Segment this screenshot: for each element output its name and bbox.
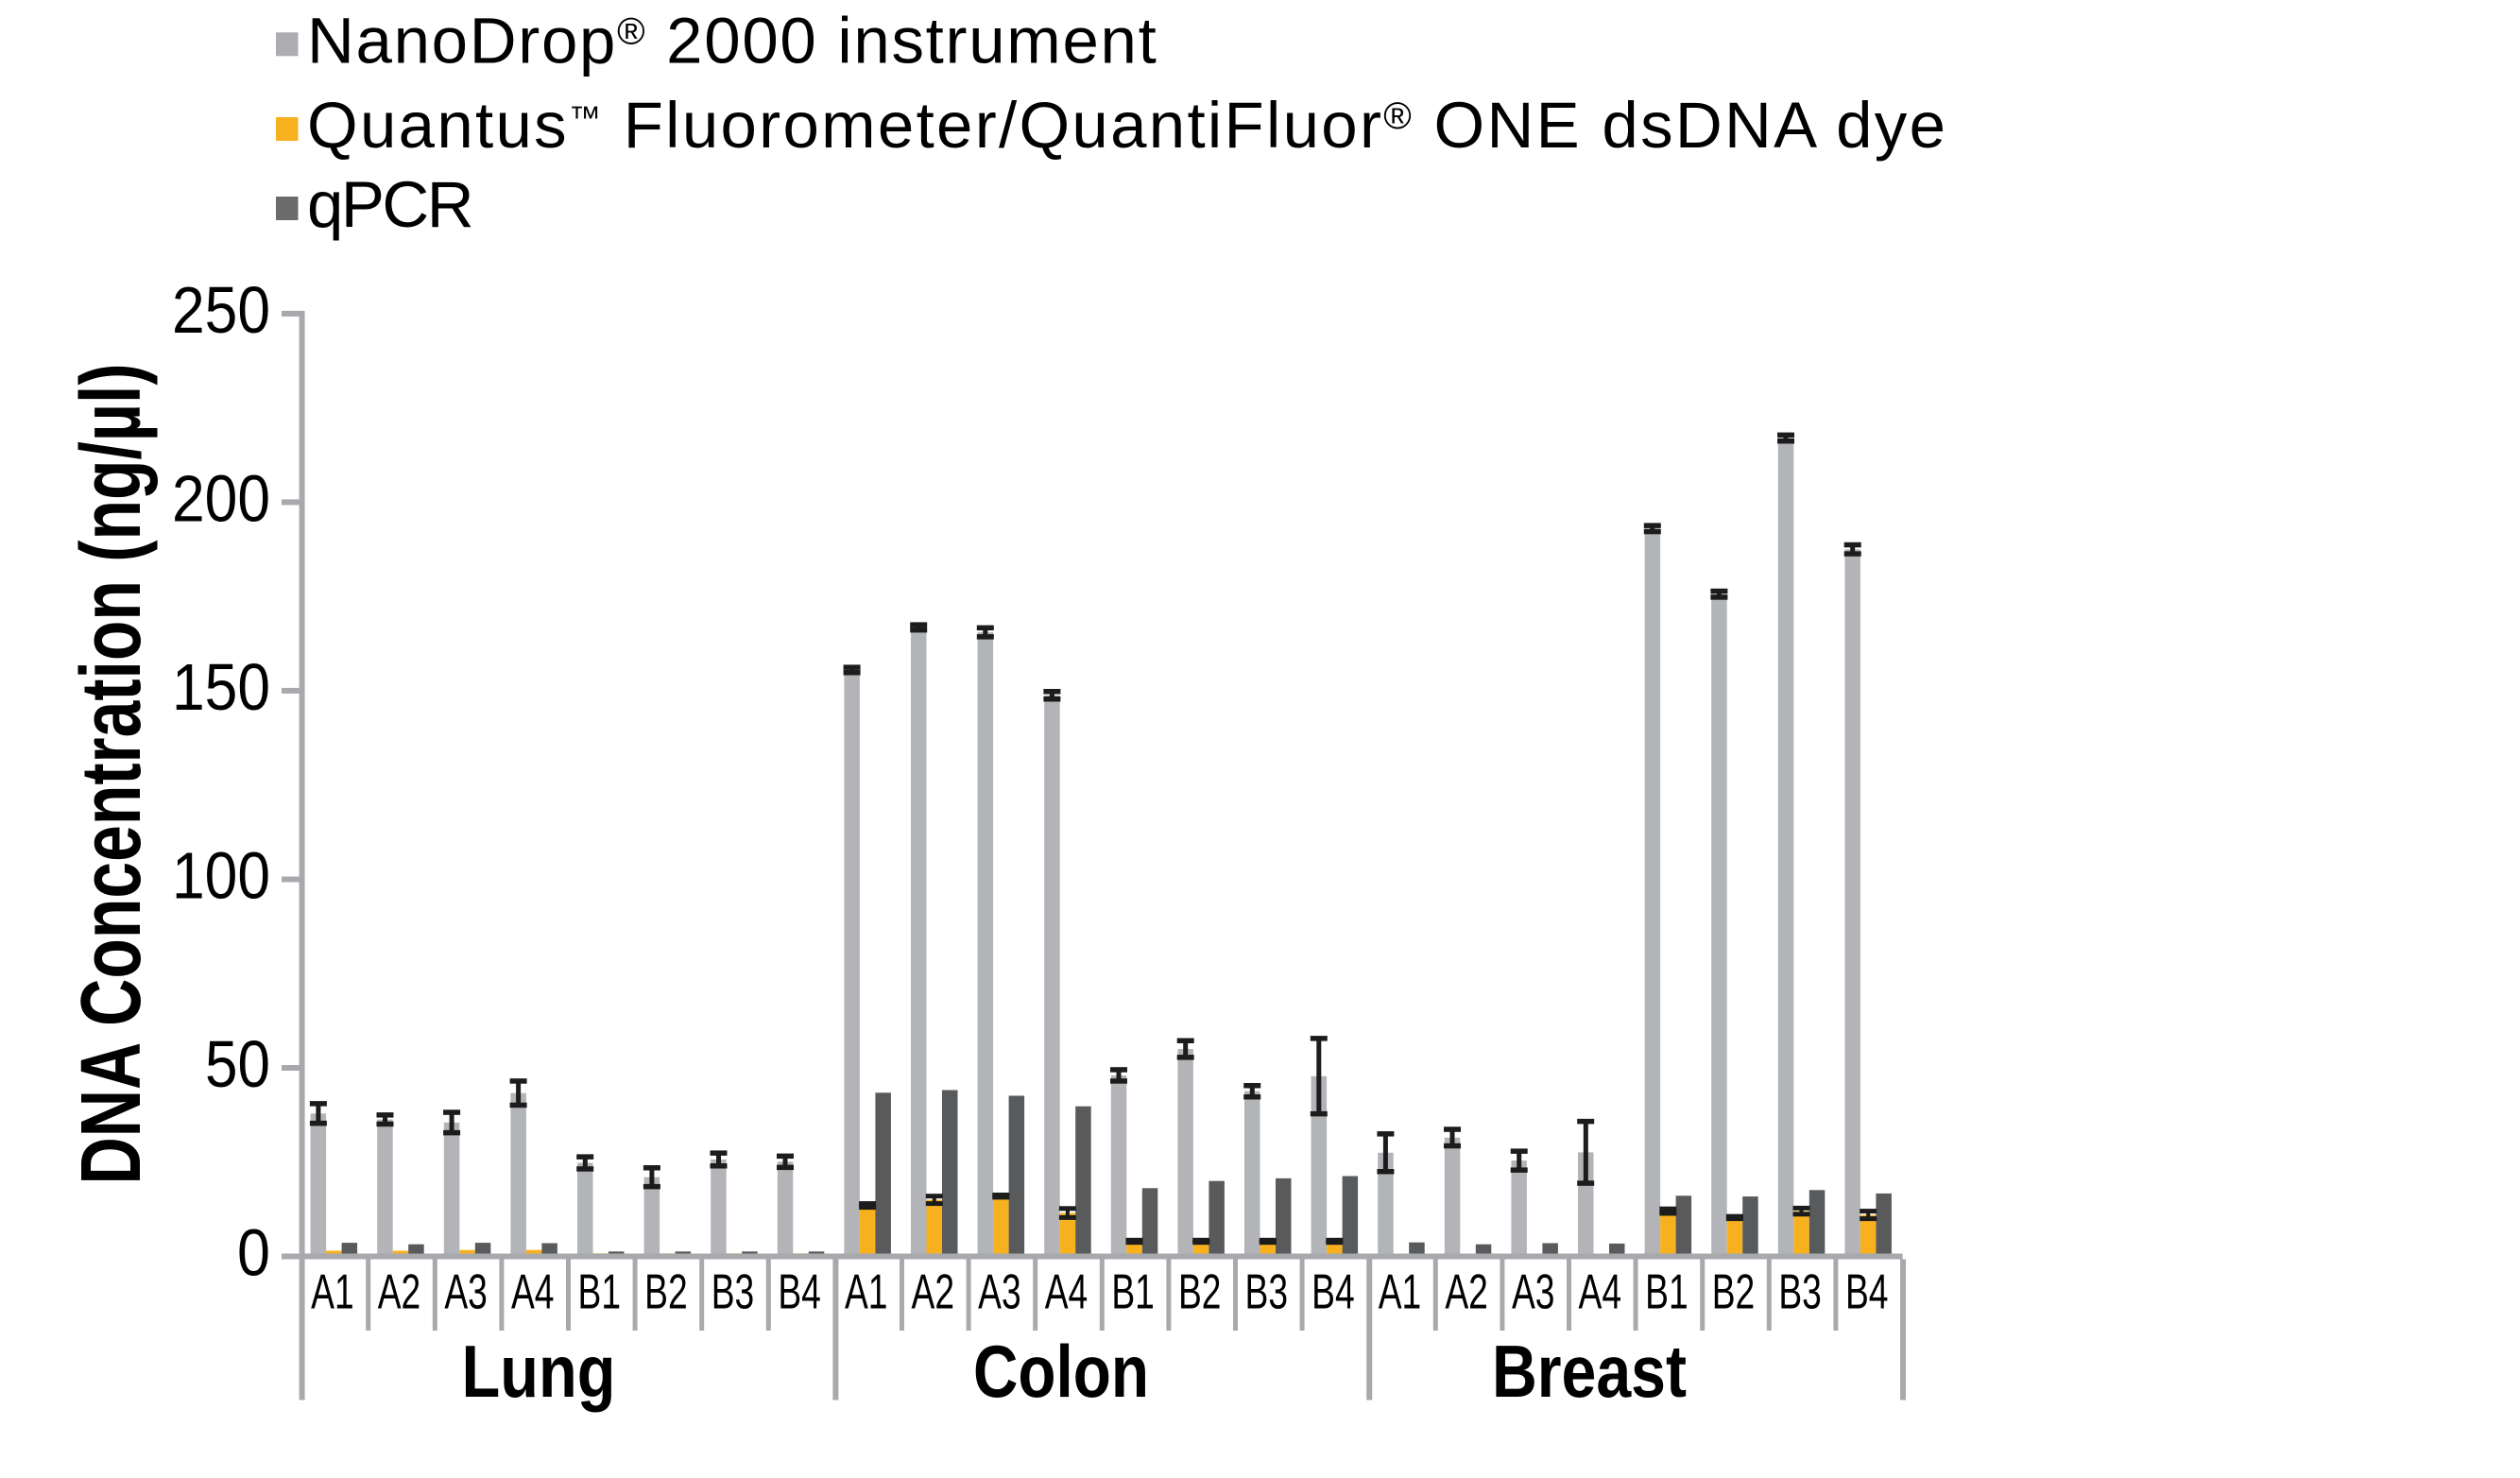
svg-text:A3: A3 bbox=[444, 1265, 488, 1320]
svg-text:A2: A2 bbox=[912, 1265, 955, 1320]
svg-text:B3: B3 bbox=[1245, 1265, 1289, 1320]
svg-text:B4: B4 bbox=[778, 1265, 821, 1320]
svg-text:B3: B3 bbox=[711, 1265, 755, 1320]
svg-text:B1: B1 bbox=[1111, 1265, 1155, 1320]
svg-text:A4: A4 bbox=[1579, 1265, 1622, 1320]
svg-text:A3: A3 bbox=[978, 1265, 1021, 1320]
svg-text:Lung: Lung bbox=[462, 1330, 616, 1413]
svg-text:A4: A4 bbox=[511, 1265, 555, 1320]
svg-text:50: 50 bbox=[205, 1027, 270, 1101]
svg-text:DNA Concentration (ng/µl): DNA Concentration (ng/µl) bbox=[64, 364, 159, 1185]
svg-text:NanoDrop® 2000 instrument: NanoDrop® 2000 instrument bbox=[307, 4, 1157, 77]
svg-text:0: 0 bbox=[237, 1216, 270, 1290]
svg-text:B3: B3 bbox=[1778, 1265, 1822, 1320]
svg-text:200: 200 bbox=[172, 461, 270, 535]
svg-text:B1: B1 bbox=[578, 1265, 622, 1320]
svg-text:150: 150 bbox=[172, 650, 270, 724]
svg-text:Quantus™ Fluorometer/QuantiFlu: Quantus™ Fluorometer/QuantiFluor® ONE ds… bbox=[307, 89, 1947, 162]
svg-text:100: 100 bbox=[172, 839, 270, 913]
svg-text:B2: B2 bbox=[1712, 1265, 1756, 1320]
svg-text:250: 250 bbox=[172, 273, 270, 347]
svg-text:A1: A1 bbox=[1379, 1265, 1422, 1320]
svg-text:A4: A4 bbox=[1045, 1265, 1089, 1320]
svg-text:A3: A3 bbox=[1512, 1265, 1555, 1320]
svg-text:B4: B4 bbox=[1845, 1265, 1889, 1320]
svg-text:qPCR: qPCR bbox=[307, 168, 471, 241]
svg-text:B1: B1 bbox=[1645, 1265, 1689, 1320]
svg-text:A1: A1 bbox=[311, 1265, 354, 1320]
svg-text:A2: A2 bbox=[1445, 1265, 1488, 1320]
svg-text:A2: A2 bbox=[378, 1265, 421, 1320]
svg-text:Breast: Breast bbox=[1492, 1330, 1687, 1413]
svg-text:A1: A1 bbox=[845, 1265, 888, 1320]
svg-text:B4: B4 bbox=[1311, 1265, 1355, 1320]
svg-text:B2: B2 bbox=[1178, 1265, 1222, 1320]
svg-text:Colon: Colon bbox=[973, 1330, 1149, 1413]
svg-text:B2: B2 bbox=[644, 1265, 688, 1320]
